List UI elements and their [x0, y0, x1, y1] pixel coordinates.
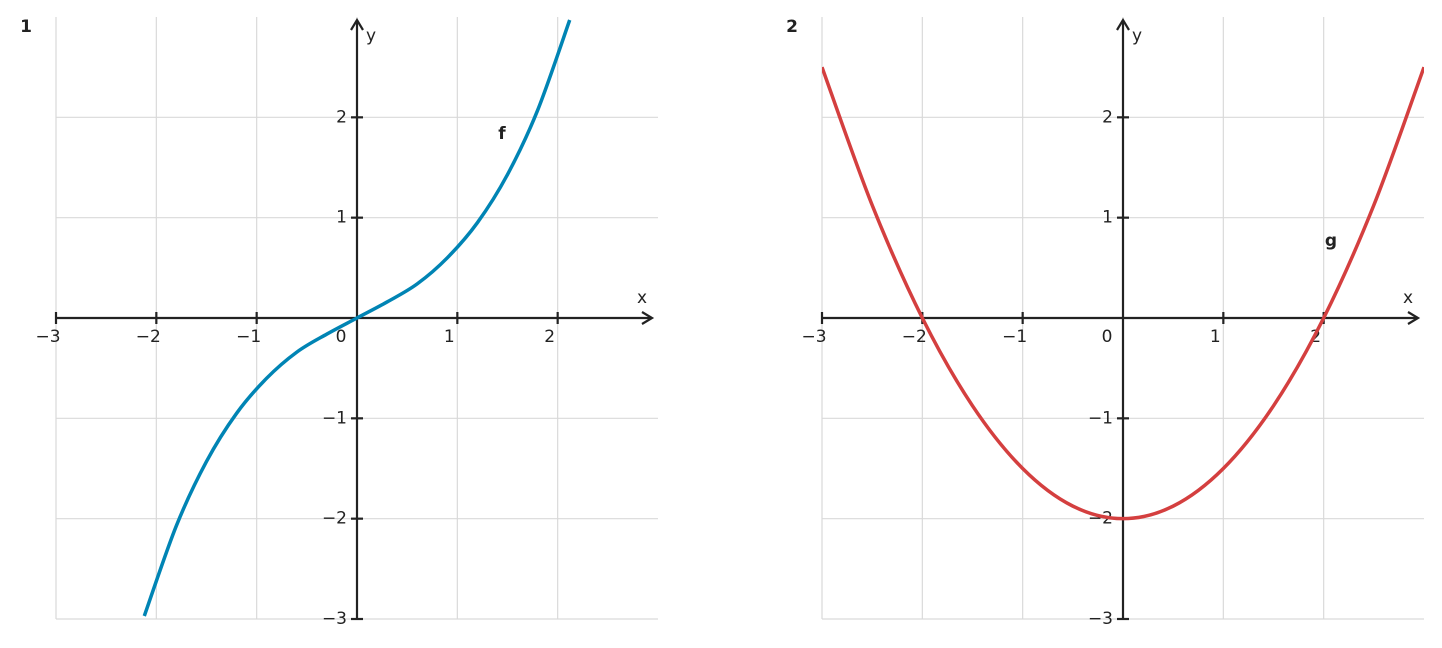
curve-label: g: [1325, 231, 1337, 251]
y-axis-label: y: [1132, 26, 1142, 46]
y-axis-arrow: [1116, 17, 1130, 31]
curve: [822, 66, 1424, 521]
curve-label: f: [498, 124, 506, 144]
y-tick-label: −2: [322, 509, 347, 529]
y-tick-label: −1: [1088, 408, 1113, 428]
x-tick-label: 1: [1210, 327, 1221, 347]
x-tick-label: 0: [336, 327, 347, 347]
x-tick-label: −1: [236, 327, 261, 347]
x-tick-label: −3: [801, 327, 826, 347]
y-tick-label: 2: [336, 107, 347, 127]
curve: [142, 19, 572, 617]
y-axis-arrow: [350, 17, 364, 31]
x-tick-label: 2: [544, 327, 555, 347]
panel-title: 2: [786, 17, 798, 37]
panel: 1 x y −3 −2 −1 0 1 2 −3 −2 −1 1 2 f: [20, 17, 658, 629]
x-tick-label: −2: [902, 327, 927, 347]
x-tick-label: −2: [136, 327, 161, 347]
x-tick-label: 1: [444, 327, 455, 347]
x-axis-label: x: [637, 288, 647, 308]
y-tick-label: 1: [1102, 208, 1113, 228]
x-tick-label: −3: [35, 327, 60, 347]
x-tick-label: 0: [1102, 327, 1113, 347]
y-axis-label: y: [366, 26, 376, 46]
y-tick-label: −3: [1088, 609, 1113, 629]
y-tick-label: −1: [322, 408, 347, 428]
x-axis-arrow: [1407, 311, 1421, 325]
y-tick-label: 2: [1102, 107, 1113, 127]
x-axis-label: x: [1403, 288, 1413, 308]
y-tick-label: −3: [322, 609, 347, 629]
y-tick-label: 1: [336, 208, 347, 228]
x-tick-label: −1: [1002, 327, 1027, 347]
panel-title: 1: [20, 17, 32, 37]
x-axis-arrow: [641, 311, 655, 325]
